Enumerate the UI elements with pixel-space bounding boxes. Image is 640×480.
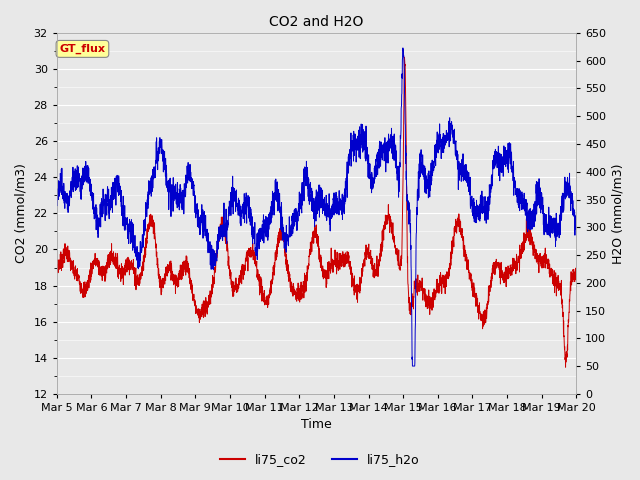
Legend: li75_co2, li75_h2o: li75_co2, li75_h2o bbox=[215, 448, 425, 471]
Title: CO2 and H2O: CO2 and H2O bbox=[269, 15, 364, 29]
Text: GT_flux: GT_flux bbox=[60, 44, 106, 54]
X-axis label: Time: Time bbox=[301, 419, 332, 432]
Y-axis label: CO2 (mmol/m3): CO2 (mmol/m3) bbox=[15, 164, 28, 264]
Y-axis label: H2O (mmol/m3): H2O (mmol/m3) bbox=[612, 163, 625, 264]
